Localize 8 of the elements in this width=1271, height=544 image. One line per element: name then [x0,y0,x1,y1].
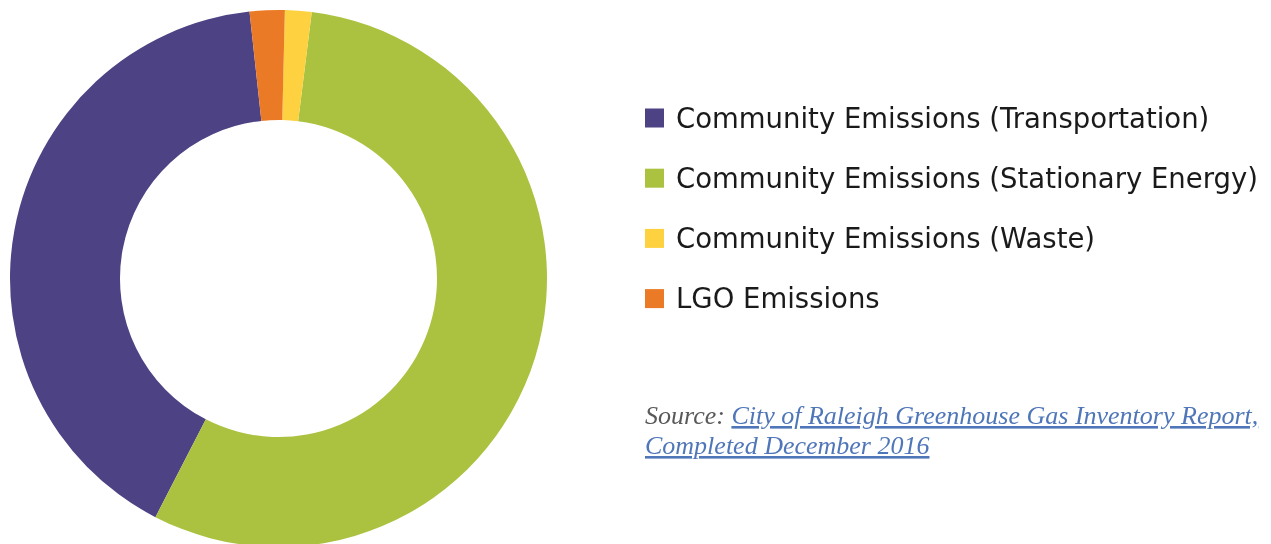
legend-label: LGO Emissions [676,282,880,315]
donut-slice [282,10,312,122]
legend-label: Community Emissions (Stationary Energy) [676,161,1258,194]
legend-label: Community Emissions (Transportation) [676,101,1210,134]
donut-slice [155,12,547,544]
source-note: Source: City of Raleigh Greenhouse Gas Inventory Report, Completed December 2016 [645,401,1259,460]
legend-label: Community Emissions (Waste) [676,221,1096,254]
donut-slice [249,10,285,121]
